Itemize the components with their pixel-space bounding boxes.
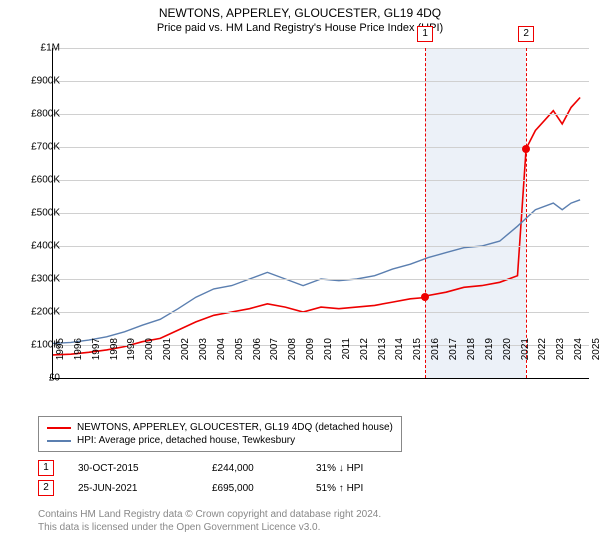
grid-line bbox=[53, 312, 589, 313]
marker-box: 2 bbox=[518, 26, 534, 42]
grid-line bbox=[53, 147, 589, 148]
legend-label: NEWTONS, APPERLEY, GLOUCESTER, GL19 4DQ … bbox=[77, 422, 393, 433]
y-axis-label: £0 bbox=[49, 373, 60, 384]
x-axis-label: 2024 bbox=[573, 338, 584, 360]
grid-line bbox=[53, 48, 589, 49]
sale-diff: 51% ↑ HPI bbox=[316, 483, 406, 494]
plot-area: 12 bbox=[52, 48, 589, 379]
footer-attribution: Contains HM Land Registry data © Crown c… bbox=[38, 508, 381, 534]
x-axis-label: 1997 bbox=[91, 338, 102, 360]
sale-row: 2 25-JUN-2021 £695,000 51% ↑ HPI bbox=[38, 478, 406, 498]
x-axis-label: 2017 bbox=[448, 338, 459, 360]
y-axis-label: £600K bbox=[31, 175, 60, 186]
sale-price: £244,000 bbox=[212, 463, 292, 474]
chart-subtitle: Price paid vs. HM Land Registry's House … bbox=[0, 20, 600, 38]
x-axis-label: 2003 bbox=[198, 338, 209, 360]
x-axis-label: 2010 bbox=[323, 338, 334, 360]
legend-item: HPI: Average price, detached house, Tewk… bbox=[47, 434, 393, 447]
marker-line bbox=[526, 48, 527, 378]
series-property bbox=[53, 98, 580, 355]
grid-line bbox=[53, 114, 589, 115]
y-axis-label: £700K bbox=[31, 142, 60, 153]
x-axis-label: 2025 bbox=[591, 338, 600, 360]
sale-point bbox=[421, 293, 429, 301]
sale-date: 30-OCT-2015 bbox=[78, 463, 188, 474]
x-axis-label: 2020 bbox=[502, 338, 513, 360]
x-axis-label: 2023 bbox=[555, 338, 566, 360]
footer-line: Contains HM Land Registry data © Crown c… bbox=[38, 508, 381, 521]
y-axis-label: £900K bbox=[31, 76, 60, 87]
x-axis-label: 2000 bbox=[144, 338, 155, 360]
series-hpi bbox=[53, 200, 580, 344]
legend-item: NEWTONS, APPERLEY, GLOUCESTER, GL19 4DQ … bbox=[47, 421, 393, 434]
x-axis-label: 2016 bbox=[430, 338, 441, 360]
x-axis-label: 1999 bbox=[126, 338, 137, 360]
marker-box: 1 bbox=[417, 26, 433, 42]
y-axis-label: £300K bbox=[31, 274, 60, 285]
x-axis-label: 2013 bbox=[377, 338, 388, 360]
x-axis-label: 2014 bbox=[394, 338, 405, 360]
x-axis-label: 2022 bbox=[537, 338, 548, 360]
x-axis-label: 2019 bbox=[484, 338, 495, 360]
marker-line bbox=[425, 48, 426, 378]
sale-diff: 31% ↓ HPI bbox=[316, 463, 406, 474]
footer-line: This data is licensed under the Open Gov… bbox=[38, 521, 381, 534]
y-axis-label: £200K bbox=[31, 307, 60, 318]
sale-point bbox=[522, 145, 530, 153]
sale-date: 25-JUN-2021 bbox=[78, 483, 188, 494]
chart-container: NEWTONS, APPERLEY, GLOUCESTER, GL19 4DQ … bbox=[0, 0, 600, 560]
x-axis-label: 2005 bbox=[234, 338, 245, 360]
x-axis-label: 2007 bbox=[269, 338, 280, 360]
sale-price: £695,000 bbox=[212, 483, 292, 494]
x-axis-label: 2001 bbox=[162, 338, 173, 360]
grid-line bbox=[53, 279, 589, 280]
x-axis-label: 2011 bbox=[341, 338, 352, 360]
x-axis-label: 2002 bbox=[180, 338, 191, 360]
grid-line bbox=[53, 213, 589, 214]
chart-title: NEWTONS, APPERLEY, GLOUCESTER, GL19 4DQ bbox=[0, 0, 600, 20]
y-axis-label: £400K bbox=[31, 241, 60, 252]
x-axis-label: 2012 bbox=[359, 338, 370, 360]
sale-marker: 1 bbox=[38, 460, 54, 476]
grid-line bbox=[53, 180, 589, 181]
x-axis-label: 2004 bbox=[216, 338, 227, 360]
grid-line bbox=[53, 246, 589, 247]
sale-marker: 2 bbox=[38, 480, 54, 496]
sale-row: 1 30-OCT-2015 £244,000 31% ↓ HPI bbox=[38, 458, 406, 478]
y-axis-label: £1M bbox=[41, 43, 60, 54]
x-axis-label: 1996 bbox=[73, 338, 84, 360]
x-axis-label: 2015 bbox=[412, 338, 423, 360]
sales-table: 1 30-OCT-2015 £244,000 31% ↓ HPI 2 25-JUN-202… bbox=[38, 458, 406, 498]
x-axis-label: 2018 bbox=[466, 338, 477, 360]
y-axis-label: £500K bbox=[31, 208, 60, 219]
x-axis-label: 1998 bbox=[109, 338, 120, 360]
x-axis-label: 2008 bbox=[287, 338, 298, 360]
legend-swatch bbox=[47, 427, 71, 429]
legend-swatch bbox=[47, 440, 71, 442]
x-axis-label: 2006 bbox=[252, 338, 263, 360]
grid-line bbox=[53, 81, 589, 82]
y-axis-label: £800K bbox=[31, 109, 60, 120]
legend-box: NEWTONS, APPERLEY, GLOUCESTER, GL19 4DQ … bbox=[38, 416, 402, 452]
x-axis-label: 2009 bbox=[305, 338, 316, 360]
legend-label: HPI: Average price, detached house, Tewk… bbox=[77, 435, 295, 446]
x-axis-label: 1995 bbox=[55, 338, 66, 360]
x-axis-label: 2021 bbox=[520, 338, 531, 360]
